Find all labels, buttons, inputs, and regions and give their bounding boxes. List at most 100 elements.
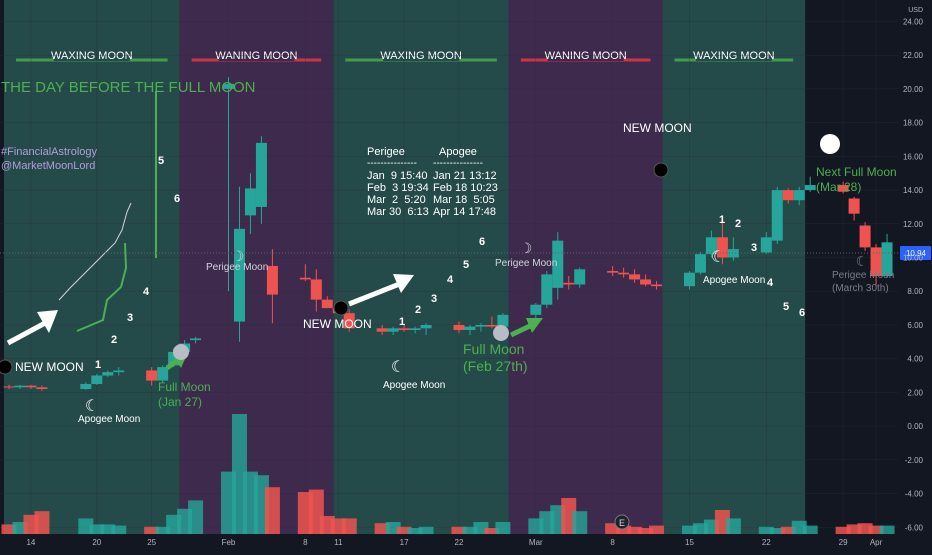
count-label: 1	[399, 316, 405, 328]
credit-handle: @MarketMoonLord	[1, 160, 95, 172]
table-cell: Mar 30 6:13	[367, 206, 429, 218]
candle-body	[80, 383, 92, 390]
volume-bar	[188, 500, 204, 534]
count-label: 3	[127, 312, 133, 324]
candle-body	[552, 240, 564, 288]
price-tick-label: 4.00	[907, 355, 923, 364]
count-label: 2	[735, 218, 741, 230]
candle-body	[782, 190, 794, 201]
volume-bar	[374, 523, 390, 534]
volume-bar	[100, 524, 116, 534]
price-tick-label: 10.00	[903, 254, 924, 263]
price-tick-label: 12.00	[903, 220, 924, 229]
apogee-moon-label: Apogee Moon	[383, 380, 445, 391]
volume-bar	[572, 511, 588, 534]
candle-body	[453, 324, 465, 331]
trend-line-white	[58, 202, 132, 301]
candle-body	[464, 326, 476, 331]
candle-body	[157, 367, 169, 381]
new-moon-label: NEW MOON	[303, 317, 372, 331]
volume-bar	[341, 518, 357, 534]
count-label: 4	[143, 286, 150, 298]
volume-bar	[758, 526, 774, 534]
candle-body	[113, 370, 125, 373]
next-full-moon-label: Next Full Moon	[816, 165, 897, 179]
full-moon-date: (Feb 27th)	[463, 358, 528, 374]
volume-bar	[649, 525, 665, 534]
trend-line-green	[76, 242, 128, 332]
phase-band-label: WANING MOON	[215, 50, 297, 62]
count-label: 6	[479, 236, 485, 248]
perigee-moon-label: Perigee Moon	[832, 270, 894, 281]
table-cell: Feb 18 10:23	[433, 182, 498, 194]
count-label: 5	[158, 155, 164, 167]
candle-body	[3, 386, 15, 388]
candle-body	[299, 277, 311, 280]
time-tick-label: 22	[762, 538, 771, 547]
candle-body	[837, 185, 849, 192]
last-price-value: 10.94	[906, 249, 927, 258]
count-label: 2	[415, 304, 421, 316]
arrow-head-2	[393, 274, 414, 293]
volume-bar	[681, 525, 697, 534]
volume-bar	[627, 526, 643, 534]
earnings-marker-label: E	[619, 518, 625, 528]
time-axis[interactable]: 14 20 25 Feb 8 11 17 22 Mar 8 15 22 29 Apr	[0, 534, 932, 550]
candle-body	[760, 237, 772, 253]
price-tick-label: 16.00	[903, 152, 924, 161]
candle-body	[727, 249, 739, 258]
price-tick-label: -6.00	[905, 523, 924, 532]
candle-body	[486, 324, 498, 327]
candle-body	[640, 279, 652, 285]
candle-body	[398, 328, 410, 331]
volume-bar	[396, 526, 412, 534]
volume-bar	[111, 525, 127, 534]
volume-bar	[462, 526, 478, 534]
candle-body	[629, 274, 641, 280]
candle-body	[881, 242, 893, 277]
candle-body	[343, 313, 355, 329]
count-label: 4	[767, 277, 774, 289]
crescent-icon: ☽	[520, 240, 533, 256]
time-tick-label: Apr	[870, 538, 883, 547]
candle-body	[223, 83, 235, 89]
crescent-icon: ☾	[391, 359, 405, 376]
full-moon-date: (Jan 27)	[158, 395, 202, 409]
moon-phase-band	[662, 0, 806, 534]
candle-body	[705, 237, 717, 255]
count-labels: 1 2 3 4 5 6 1 2 3 4 5 6 1 2 3 4 5 6	[95, 155, 805, 371]
volume-bar	[144, 526, 160, 534]
price-tick-label: 22.00	[903, 51, 924, 60]
full-moon-icon	[493, 325, 509, 341]
time-tick-label: 14	[26, 538, 35, 547]
candle-body	[530, 304, 542, 315]
price-tick-label: 0.00	[907, 422, 923, 431]
time-tick-label: 25	[147, 538, 156, 547]
price-tick-label: -2.00	[905, 456, 924, 465]
count-label: 3	[431, 293, 437, 305]
candle-body	[321, 299, 333, 309]
price-tick-label: 14.00	[903, 186, 924, 195]
price-tick-label: 24.00	[903, 17, 924, 26]
crescent-icon: ☾	[85, 398, 99, 415]
time-tick-label: 8	[610, 538, 615, 547]
price-axis[interactable]: USD 10.94 24.00 22.00 20.00 18.00 16.00 14.00…	[898, 0, 932, 534]
candle-body	[91, 375, 103, 384]
candle-body	[25, 385, 37, 388]
arrow-shaft-2	[348, 280, 403, 307]
candle-body	[387, 328, 399, 332]
volume-bar	[89, 524, 105, 534]
next-full-moon-date: (Mar 28)	[816, 180, 861, 194]
candle-body	[244, 188, 256, 216]
time-axis-background	[0, 534, 932, 550]
arrow-shaft-3	[165, 357, 180, 371]
count-label: 3	[751, 242, 757, 254]
candle-body	[376, 328, 388, 332]
table-rule: ---------------	[367, 158, 417, 169]
candle-body	[266, 265, 278, 295]
new-moon-icon	[0, 359, 13, 375]
currency-label: USD	[908, 7, 923, 14]
last-price-badge: 10.94	[900, 246, 931, 260]
phase-band-label: WAXING MOON	[51, 50, 133, 62]
